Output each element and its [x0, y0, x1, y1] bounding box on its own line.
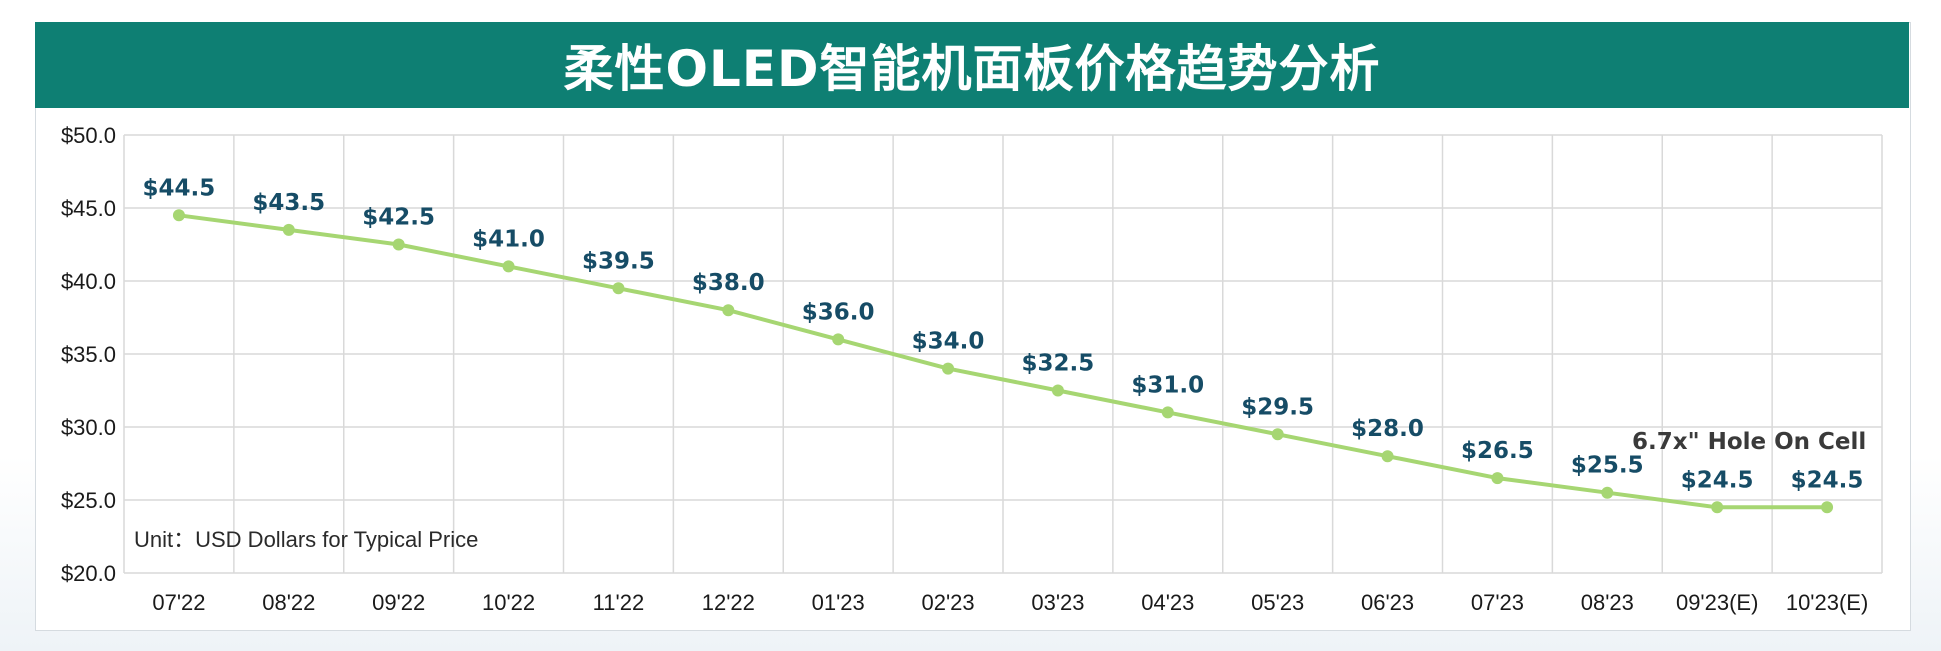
annotation-label: 6.7x" Hole On Cell: [1632, 429, 1866, 455]
price-series: [172, 209, 1834, 514]
data-point: [282, 223, 295, 236]
data-label: $41.0: [472, 226, 545, 252]
x-tick-label: 04'23: [1141, 590, 1194, 615]
data-point: [1491, 472, 1504, 485]
data-label: $38.0: [692, 270, 765, 296]
x-tick-label: 11'22: [593, 590, 645, 615]
data-label: $43.5: [252, 190, 325, 216]
data-point: [722, 304, 735, 317]
data-point: [942, 362, 955, 375]
data-point: [1821, 501, 1834, 514]
y-tick-label: $50.0: [61, 123, 116, 148]
x-tick-label: 02'23: [921, 590, 974, 615]
axes: $20.0 $25.0 $30.0 $35.0 $40.0 $45.0 $50.0 07'22…: [61, 123, 1868, 615]
data-point: [1601, 486, 1614, 499]
data-point: [172, 209, 185, 222]
x-tick-label: 07'22: [152, 590, 205, 615]
chart-title: 柔性OLED智能机面板价格趋势分析: [563, 40, 1381, 98]
data-point: [1051, 384, 1064, 397]
y-tick-label: $30.0: [61, 415, 116, 440]
x-tick-label: 10'22: [482, 590, 535, 615]
data-label: $34.0: [912, 329, 985, 355]
data-label: $29.5: [1241, 394, 1314, 420]
data-label: $25.5: [1571, 453, 1644, 479]
data-label: $44.5: [143, 175, 216, 201]
y-tick-label: $20.0: [61, 561, 116, 586]
data-label: $26.5: [1461, 438, 1534, 464]
title-banner: 柔性OLED智能机面板价格趋势分析: [35, 22, 1909, 108]
data-label: $24.5: [1791, 467, 1864, 493]
data-point: [1711, 501, 1724, 514]
data-point: [1271, 428, 1284, 441]
data-labels: $44.5 $43.5 $42.5 $41.0 $39.5 $38.0 $36.0 $34.0…: [143, 175, 1864, 493]
y-tick-label: $35.0: [61, 342, 116, 367]
grid-lines: [123, 134, 1883, 574]
x-tick-label: 08'22: [262, 590, 315, 615]
unit-note: Unit：USD Dollars for Typical Price: [134, 527, 478, 552]
data-label: $32.5: [1022, 351, 1095, 377]
x-tick-label: 03'23: [1031, 590, 1084, 615]
y-tick-label: $25.0: [61, 488, 116, 513]
data-point: [502, 260, 515, 273]
series-line: [178, 213, 1828, 510]
x-tick-label: 06'23: [1361, 590, 1414, 615]
x-tick-label: 01'23: [812, 590, 865, 615]
x-tick-label: 09'22: [372, 590, 425, 615]
x-tick-label: 08'23: [1581, 590, 1634, 615]
y-tick-label: $40.0: [61, 269, 116, 294]
data-point: [832, 333, 845, 346]
data-label: $36.0: [802, 299, 875, 325]
x-tick-label: 09'23(E): [1676, 590, 1758, 615]
chart-panel: [35, 22, 1911, 631]
data-point: [612, 282, 625, 295]
data-label: $39.5: [582, 248, 655, 274]
data-point: [1381, 450, 1394, 463]
data-point: [1161, 406, 1174, 419]
data-label: $28.0: [1351, 416, 1424, 442]
data-label: $24.5: [1681, 467, 1754, 493]
x-tick-label: 05'23: [1251, 590, 1304, 615]
x-tick-label: 07'23: [1471, 590, 1524, 615]
data-label: $42.5: [362, 205, 435, 231]
y-tick-label: $45.0: [61, 196, 116, 221]
x-tick-label: 12'22: [702, 590, 755, 615]
data-point: [392, 238, 405, 251]
data-label: $31.0: [1131, 372, 1204, 398]
x-tick-label: 10'23(E): [1786, 590, 1868, 615]
